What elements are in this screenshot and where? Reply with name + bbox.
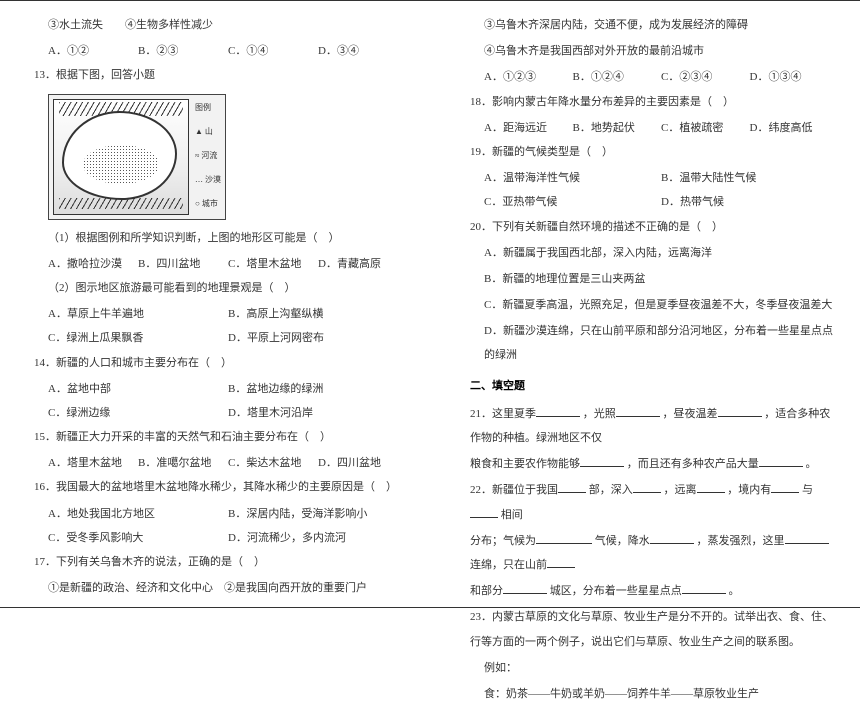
option-b: B．②③ [138,39,228,63]
map-legend: 图例 ▲ 山 ≈ 河流 … 沙漠 ○ 城市 [193,95,225,219]
question-16: 16．我国最大的盆地塔里木盆地降水稀少，其降水稀少的主要原因是（ ） [34,475,408,499]
question-15: 15．新疆正大力开采的丰富的天然气和石油主要分布在（ ） [34,425,408,449]
map-basin [53,99,189,215]
option-row: A．撒哈拉沙漠 B．四川盆地 C．塔里木盆地 D．青藏高原 [34,252,408,276]
map-figure: 图例 ▲ 山 ≈ 河流 … 沙漠 ○ 城市 [48,94,226,220]
question-22c: 和部分 城区，分布着一些星星点点 。 [470,579,838,603]
q17-opt3: ③乌鲁木齐深居内陆，交通不便，成为发展经济的障碍 [470,13,838,37]
option-a: A．①② [48,39,138,63]
example-label: 例如： [470,656,838,680]
question-17: 17．下列有关乌鲁木齐的说法，正确的是（ ） [34,550,408,574]
example-food: 食：奶茶——牛奶或羊奶——饲养牛羊——草原牧业生产 [470,682,838,706]
option-row: C．绿洲上瓜果飘香 D．平原上河网密布 [34,326,408,350]
option-row: C．绿洲边缘 D．塔里木河沿岸 [34,401,408,425]
q13-sub2: （2）图示地区旅游最可能看到的地理景观是（ ） [34,276,408,300]
option-d: D．③④ [318,39,408,63]
q17-opt4: ④乌鲁木齐是我国西部对外开放的最前沿城市 [470,39,838,63]
option-row: A．塔里木盆地 B．准噶尔盆地 C．柴达木盆地 D．四川盆地 [34,451,408,475]
question-18: 18．影响内蒙古年降水量分布差异的主要因素是（ ） [470,90,838,114]
question-22: 22．新疆位于我国 部，深入 ，远离 ，境内有 与 相间 [470,478,838,526]
question-21b: 粮食和主要农作物能够 ，而且还有多种农产品大量 。 [470,452,838,476]
q20-b: B．新疆的地理位置是三山夹两盆 [470,267,838,291]
option-row: C．受冬季风影响大 D．河流稀少，多内流河 [34,526,408,550]
option-row: A．地处我国北方地区 B．深居内陆，受海洋影响小 [34,502,408,526]
question-19: 19．新疆的气候类型是（ ） [470,140,838,164]
question-20: 20．下列有关新疆自然环境的描述不正确的是（ ） [470,215,838,239]
q20-c: C．新疆夏季高温，光照充足，但是夏季昼夜温差不大，冬季昼夜温差大 [470,293,838,317]
question-13: 13．根据下图，回答小题 [34,63,408,87]
question-14: 14．新疆的人口和城市主要分布在（ ） [34,351,408,375]
option-row: A．盆地中部 B．盆地边缘的绿洲 [34,377,408,401]
option-row: A．①②③ B．①②④ C．②③④ D．①③④ [470,65,838,89]
option-row: A．①② B．②③ C．①④ D．③④ [34,39,408,63]
option-row: A．温带海洋性气候 B．温带大陆性气候 [470,166,838,190]
q20-d: D．新疆沙漠连绵，只在山前平原和部分沿河地区，分布着一些星星点点的绿洲 [470,319,838,367]
question-23: 23．内蒙古草原的文化与草原、牧业生产是分不开的。试举出衣、食、住、行等方面的一… [470,605,838,653]
q20-a: A．新疆属于我国西北部，深入内陆，远离海洋 [470,241,838,265]
option-row: C．亚热带气候 D．热带气候 [470,190,838,214]
option-row: A．距海远近 B．地势起伏 C．植被疏密 D．纬度高低 [470,116,838,140]
q17-opts: ①是新疆的政治、经济和文化中心 ②是我国向西开放的重要门户 [34,576,408,600]
option-row: A．草原上牛羊遍地 B．高原上沟壑纵横 [34,302,408,326]
question-22b: 分布；气候为 气候，降水 ，蒸发强烈，这里 连绵，只在山前 [470,529,838,577]
question-21: 21．这里夏季 ，光照 ，昼夜温差 ，适合多种农作物的种植。绿洲地区不仅 [470,402,838,450]
option-c: C．①④ [228,39,318,63]
section-fill: 二、填空题 [470,374,838,398]
q13-sub1: （1）根据图例和所学知识判断，上图的地形区可能是（ ） [34,226,408,250]
stem-options: ③水土流失 ④生物多样性减少 [34,13,408,37]
